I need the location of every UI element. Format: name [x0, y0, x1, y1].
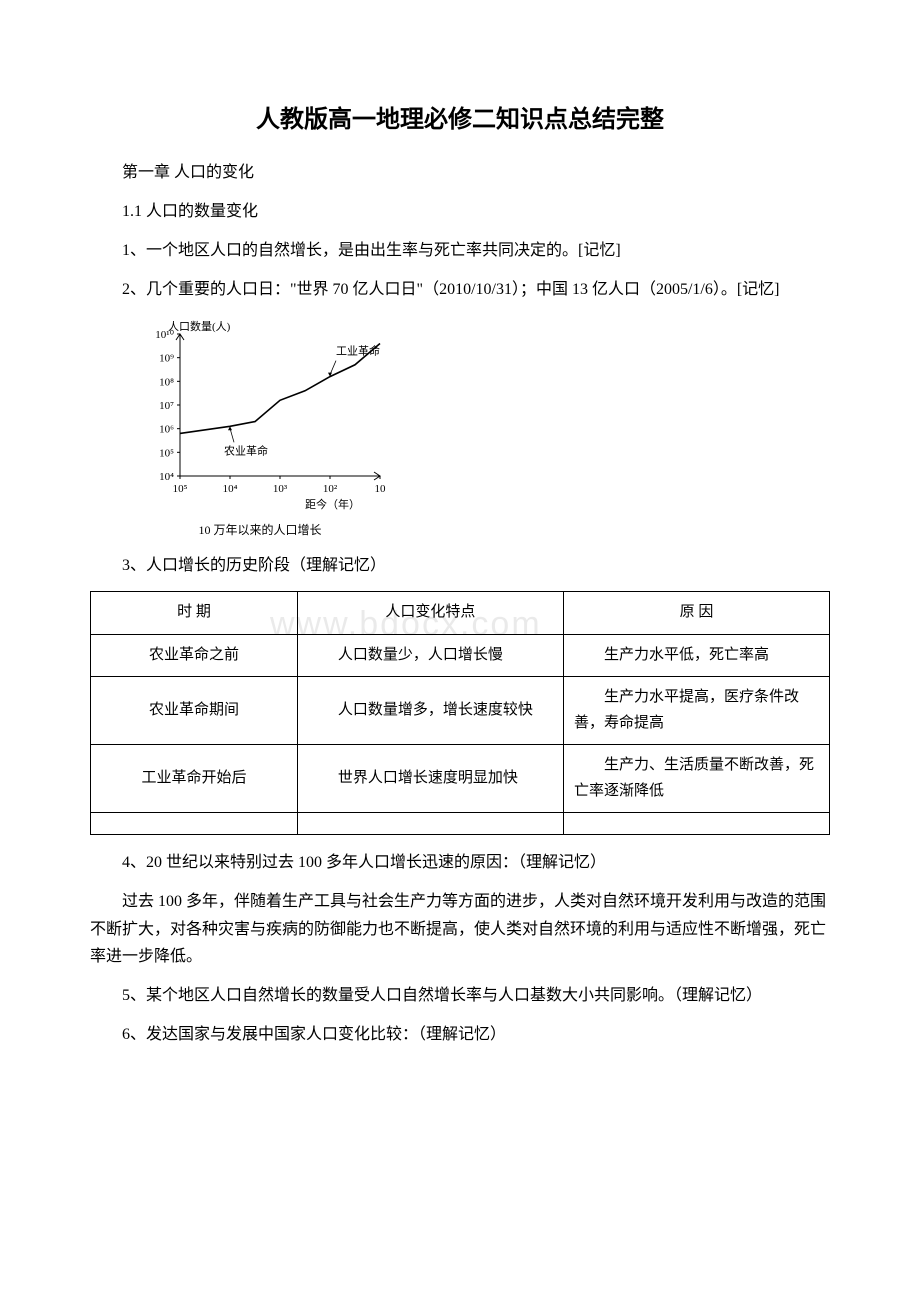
population-growth-chart: 10⁴10⁵10⁶10⁷10⁸10⁹10¹⁰人口数量(人)10⁵10⁴10³10… [130, 316, 390, 540]
paragraph-2: 2、几个重要的人口日："世界 70 亿人口日"（2010/10/31）；中国 1… [90, 276, 830, 303]
page-title: 人教版高一地理必修二知识点总结完整 [90, 100, 830, 141]
svg-text:10⁵: 10⁵ [173, 483, 188, 495]
cell: 农业革命之前 [91, 634, 298, 677]
chart-caption: 10 万年以来的人口增长 [130, 520, 390, 540]
th-feature: 人口变化特点 [297, 592, 563, 635]
th-period: 时 期 [91, 592, 298, 635]
cell: 世界人口增长速度明显加快 [297, 745, 563, 813]
cell: 农业革命期间 [91, 677, 298, 745]
cell [91, 813, 298, 835]
cell: 生产力、生活质量不断改善，死亡率逐渐降低 [563, 745, 829, 813]
chart-svg: 10⁴10⁵10⁶10⁷10⁸10⁹10¹⁰人口数量(人)10⁵10⁴10³10… [130, 316, 390, 516]
cell [297, 813, 563, 835]
cell: 生产力水平提高，医疗条件改善，寿命提高 [563, 677, 829, 745]
svg-text:工业革命: 工业革命 [336, 343, 380, 357]
svg-text:10⁴: 10⁴ [223, 483, 238, 495]
cell: 人口数量增多，增长速度较快 [297, 677, 563, 745]
svg-text:10²: 10² [323, 483, 338, 495]
table-row: 农业革命期间 人口数量增多，增长速度较快 生产力水平提高，医疗条件改善，寿命提高 [91, 677, 830, 745]
paragraph-6: 5、某个地区人口自然增长的数量受人口自然增长率与人口基数大小共同影响。（理解记忆… [90, 982, 830, 1009]
th-reason: 原 因 [563, 592, 829, 635]
history-stages-table: 时 期 人口变化特点 原 因 农业革命之前 人口数量少，人口增长慢 生产力水平低… [90, 591, 830, 835]
paragraph-7: 6、发达国家与发展中国家人口变化比较：（理解记忆） [90, 1021, 830, 1048]
svg-text:人口数量(人): 人口数量(人) [168, 320, 231, 333]
table-row [91, 813, 830, 835]
svg-text:10⁵: 10⁵ [159, 447, 174, 459]
paragraph-4: 4、20 世纪以来特别过去 100 多年人口增长迅速的原因：（理解记忆） [90, 849, 830, 876]
paragraph-3: 3、人口增长的历史阶段（理解记忆） [90, 552, 830, 579]
svg-text:10⁷: 10⁷ [159, 400, 174, 412]
table-header-row: 时 期 人口变化特点 原 因 [91, 592, 830, 635]
table-row: 农业革命之前 人口数量少，人口增长慢 生产力水平低，死亡率高 [91, 634, 830, 677]
cell: 生产力水平低，死亡率高 [563, 634, 829, 677]
table-row: 工业革命开始后 世界人口增长速度明显加快 生产力、生活质量不断改善，死亡率逐渐降… [91, 745, 830, 813]
svg-text:距今（年）: 距今（年） [305, 497, 360, 511]
cell [563, 813, 829, 835]
paragraph-5: 过去 100 多年，伴随着生产工具与社会生产力等方面的进步，人类对自然环境开发利… [90, 888, 830, 970]
svg-text:10: 10 [375, 483, 387, 495]
cell: 工业革命开始后 [91, 745, 298, 813]
svg-text:10⁴: 10⁴ [159, 471, 174, 483]
svg-text:10⁹: 10⁹ [159, 352, 174, 364]
section-heading: 第一章 人口的变化 [90, 159, 830, 186]
svg-text:10⁸: 10⁸ [159, 376, 174, 388]
cell: 人口数量少，人口增长慢 [297, 634, 563, 677]
svg-text:农业革命: 农业革命 [224, 443, 268, 457]
svg-text:10⁶: 10⁶ [159, 423, 174, 435]
paragraph-1: 1、一个地区人口的自然增长，是由出生率与死亡率共同决定的。[记忆] [90, 237, 830, 264]
svg-text:10³: 10³ [273, 483, 288, 495]
subsection-heading: 1.1 人口的数量变化 [90, 198, 830, 225]
